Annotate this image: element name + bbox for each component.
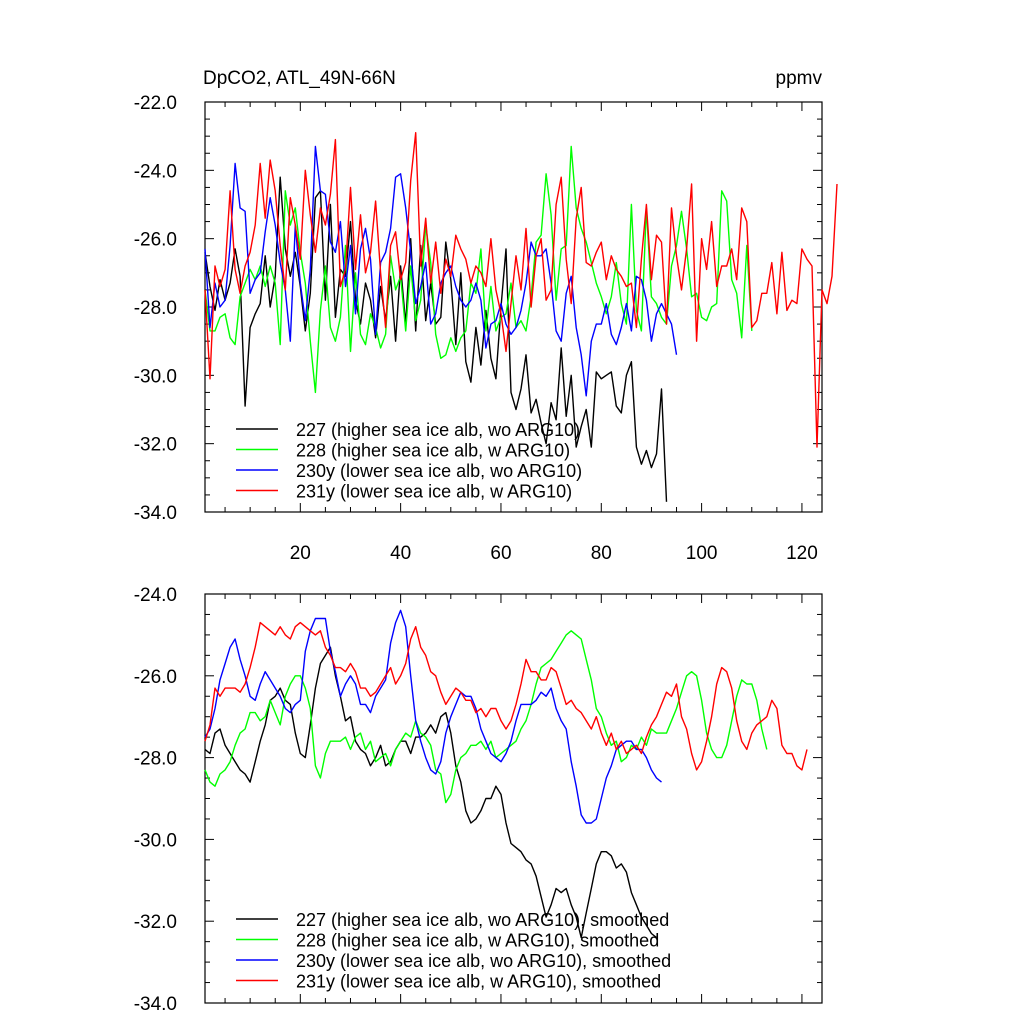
series-line-227 <box>204 646 657 939</box>
series-line-228 <box>204 145 753 394</box>
legend: 227 (higher sea ice alb, wo ARG10), smoo… <box>236 910 671 992</box>
x-tick-label: 20 <box>290 543 311 564</box>
series-line-227 <box>204 176 668 502</box>
y-tick-label: -24.0 <box>134 161 177 182</box>
x-tick-label: 60 <box>490 543 511 564</box>
y-tick-label: -22.0 <box>134 93 177 114</box>
y-tick-label: -32.0 <box>134 435 177 456</box>
raw-series-panel: DpCO2, ATL_49N-66N ppmv 20 40 60 80 100 120 -2… <box>134 68 838 564</box>
series-line-231y <box>204 131 838 448</box>
x-tick-label: 100 <box>686 543 718 564</box>
y-tick-label: -32.0 <box>134 912 177 933</box>
y-tick-label: -30.0 <box>134 366 177 387</box>
legend: 227 (higher sea ice alb, wo ARG10)228 (h… <box>236 420 582 502</box>
y-tick-label: -34.0 <box>134 994 177 1015</box>
units-label: ppmv <box>776 68 823 89</box>
series-line-230y <box>204 609 662 824</box>
legend-label: 231y (lower sea ice alb, w ARG10) <box>296 482 572 502</box>
y-tick-label: -28.0 <box>134 749 177 770</box>
legend-label: 227 (higher sea ice alb, wo ARG10) <box>296 420 580 440</box>
series-line-228 <box>204 630 768 804</box>
legend-label: 230y (lower sea ice alb, wo ARG10) <box>296 461 582 481</box>
chart-title: DpCO2, ATL_49N-66N <box>203 68 396 89</box>
x-tick-label: 80 <box>591 543 612 564</box>
legend-label: 231y (lower sea ice alb, w ARG10), smoot… <box>296 972 661 992</box>
x-tick-label: 40 <box>390 543 411 564</box>
y-tick-label: -24.0 <box>134 585 177 606</box>
legend-label: 227 (higher sea ice alb, wo ARG10), smoo… <box>296 910 669 930</box>
legend-label: 230y (lower sea ice alb, wo ARG10), smoo… <box>296 951 671 971</box>
legend-label: 228 (higher sea ice alb, w ARG10) <box>296 441 570 461</box>
legend-label: 228 (higher sea ice alb, w ARG10), smoot… <box>296 931 659 951</box>
y-tick-label: -28.0 <box>134 298 177 319</box>
y-tick-label: -30.0 <box>134 830 177 851</box>
series-line-231y <box>204 621 808 771</box>
x-tick-label: 120 <box>786 543 818 564</box>
smoothed-series-panel: -24.0 -26.0 -28.0 -30.0 -32.0 -34.0 227 (highe… <box>134 585 823 1015</box>
y-tick-label: -26.0 <box>134 667 177 688</box>
y-tick-label: -26.0 <box>134 230 177 251</box>
y-tick-label: -34.0 <box>134 503 177 524</box>
